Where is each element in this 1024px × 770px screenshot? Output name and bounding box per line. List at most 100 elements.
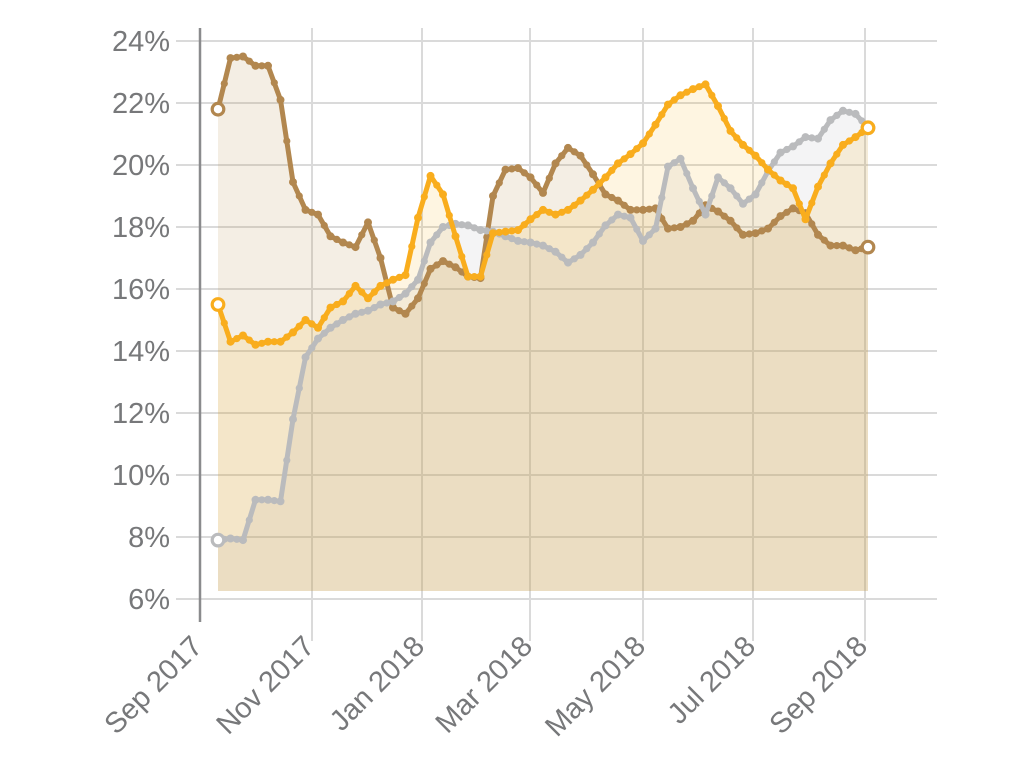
brown-series-start-marker <box>210 101 226 117</box>
gold-series-point <box>476 272 485 281</box>
gold-series-point <box>645 130 653 138</box>
y-tick-label: 10% <box>112 460 170 492</box>
gray-series-point <box>583 245 591 253</box>
gold-series-point <box>776 176 785 185</box>
gray-series-point <box>333 320 341 328</box>
brown-series-point <box>670 224 678 232</box>
gold-series-point <box>714 102 722 111</box>
brown-series-point <box>339 238 347 247</box>
gray-series-point <box>383 299 391 307</box>
gray-series-point <box>626 213 635 222</box>
brown-series-point <box>320 221 328 230</box>
gray-series-point <box>608 216 616 224</box>
gray-series-point <box>426 238 435 247</box>
gold-series-point <box>508 227 516 235</box>
gold-series-point <box>533 211 541 219</box>
gold-series-point <box>264 337 272 346</box>
brown-series-point <box>445 260 453 268</box>
x-tick-label: Sep 2018 <box>764 630 874 740</box>
brown-series-point <box>551 159 560 168</box>
gray-series-point <box>808 134 816 142</box>
brown-series-point <box>233 53 241 61</box>
brown-series-point <box>401 309 410 318</box>
gray-series-point <box>689 184 697 193</box>
brown-series-point <box>770 218 778 226</box>
brown-series-point <box>808 220 816 228</box>
brown-series-point <box>389 303 397 312</box>
brown-series-point <box>683 220 691 228</box>
gray-series-point <box>639 236 647 245</box>
gold-series-point <box>608 166 616 174</box>
gold-series-point <box>701 80 710 89</box>
gray-series-point <box>745 195 753 203</box>
gold-series-point <box>320 314 328 322</box>
gold-series-point <box>583 191 591 199</box>
gray-series-point <box>758 179 766 187</box>
brown-series-point <box>283 137 291 145</box>
gold-series-point <box>626 150 635 159</box>
gold-series-point <box>764 165 772 174</box>
gray-series-point <box>345 313 353 321</box>
gold-series-point <box>339 297 347 306</box>
gray-series-point <box>551 247 560 256</box>
brown-series-point <box>833 242 841 250</box>
gold-series-point <box>376 281 385 290</box>
gray-series-point <box>839 106 847 115</box>
gold-series-point <box>795 200 803 208</box>
gold-series-point <box>283 333 291 341</box>
gray-series-point <box>464 221 472 230</box>
gold-series-point <box>708 91 716 99</box>
gray-series-point <box>476 226 485 235</box>
gold-series-point <box>239 331 247 340</box>
gray-series-point <box>251 495 260 504</box>
y-tick-label: 6% <box>128 584 170 616</box>
gray-series-point <box>664 162 672 171</box>
gold-series-point <box>551 210 560 219</box>
brown-series-point <box>451 263 460 272</box>
brown-series-point <box>676 223 685 231</box>
brown-series-point <box>276 95 285 104</box>
x-tick-label: Jan 2018 <box>324 630 431 737</box>
gold-series-point <box>470 273 478 281</box>
brown-series-point <box>426 264 435 273</box>
gray-series-point <box>258 496 266 504</box>
gray-series-point <box>651 224 660 233</box>
gold-series-point <box>683 88 691 96</box>
brown-series-point <box>733 224 741 232</box>
brown-series-point <box>570 148 578 156</box>
y-tick-label: 24% <box>112 26 170 58</box>
gray-series-point <box>370 304 378 312</box>
gray-series-point <box>770 158 778 166</box>
brown-series-point <box>745 230 753 238</box>
gold-series-point <box>664 100 672 109</box>
brown-series-point <box>226 54 235 63</box>
gray-series-point <box>283 456 291 464</box>
brown-series-point <box>495 179 503 187</box>
brown-series-point <box>601 190 610 199</box>
y-tick-label: 18% <box>112 212 170 244</box>
brown-series-point <box>251 61 260 70</box>
gold-series-point <box>464 272 472 281</box>
gray-series-point <box>733 192 741 200</box>
gray-series-point <box>439 223 447 231</box>
gold-series-point <box>314 323 322 332</box>
brown-series-point <box>814 230 822 239</box>
brown-series-point <box>245 57 253 65</box>
brown-series-point <box>358 231 366 239</box>
brown-series-point <box>645 205 653 213</box>
y-tick-label: 12% <box>112 398 170 430</box>
brown-series-point <box>258 62 266 70</box>
gray-series-point <box>470 224 478 232</box>
gold-series-point <box>326 303 335 312</box>
gray-series-point <box>576 250 585 259</box>
gold-series-point <box>739 140 747 149</box>
gold-series-point <box>658 111 666 119</box>
gray-series-point <box>433 231 441 239</box>
gray-series-point <box>539 241 547 250</box>
brown-series-point <box>439 257 447 266</box>
brown-series-point <box>564 143 572 152</box>
gray-series-point <box>776 148 785 157</box>
gold-series-point <box>295 322 303 330</box>
gray-series-point <box>276 497 285 506</box>
gray-series-point <box>508 235 516 243</box>
